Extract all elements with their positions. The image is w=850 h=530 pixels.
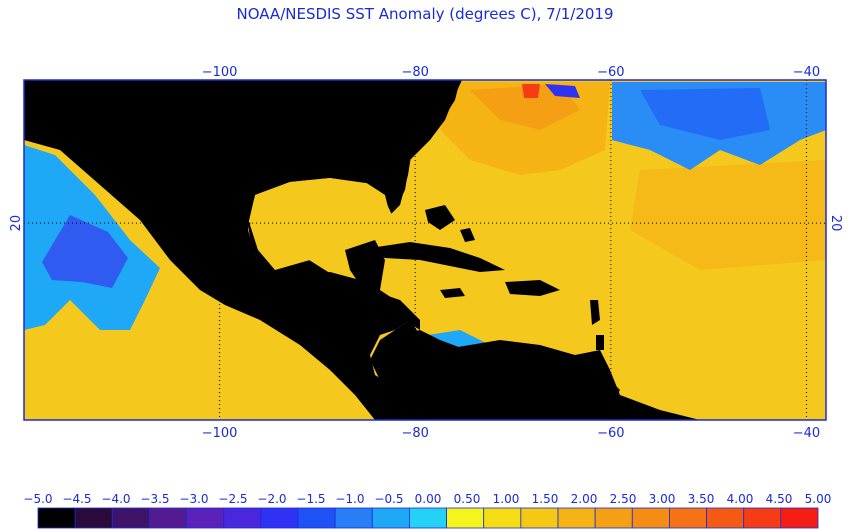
colorbar-label: −2.0 <box>257 492 286 506</box>
x-tick-label-top: −100 <box>202 65 238 80</box>
colorbar-label: 4.50 <box>766 492 793 506</box>
land-bahamas <box>425 205 475 242</box>
red-spot <box>522 84 540 98</box>
x-tick-label-top: −40 <box>793 65 820 80</box>
ocean-pacific <box>24 140 375 420</box>
colorbar-swatch <box>446 507 485 529</box>
x-ticks-top: −100 −80 −60 −40 <box>202 65 820 80</box>
colorbar-label: −4.0 <box>101 492 130 506</box>
map-grid <box>24 80 826 420</box>
colorbar-label: 4.00 <box>727 492 754 506</box>
colorbar-label: 1.50 <box>532 492 559 506</box>
land-yucatan <box>345 240 385 290</box>
colorbar-swatch <box>186 507 225 529</box>
map-title: NOAA/NESDIS SST Anomaly (degrees C), 7/1… <box>236 5 614 23</box>
x-tick-label-bottom: −80 <box>402 426 429 441</box>
deep-blue-spot <box>545 84 580 98</box>
x-tick-label-bottom: −60 <box>597 426 624 441</box>
colorbar-label: 2.00 <box>571 492 598 506</box>
x-ticks-bottom: −100 −80 −60 −40 <box>202 426 820 441</box>
colorbar-swatch <box>520 507 559 529</box>
x-tick-label-bottom: −40 <box>793 426 820 441</box>
colorbar-swatch <box>74 507 113 529</box>
colorbar-label: 5.00 <box>805 492 832 506</box>
colorbar-label: 2.50 <box>610 492 637 506</box>
colorbar-swatch <box>334 507 373 529</box>
land-hispaniola <box>505 280 560 296</box>
colorbar-label: −3.5 <box>140 492 169 506</box>
colorbar-swatch <box>743 507 782 529</box>
colorbar-label: −1.5 <box>296 492 325 506</box>
cool-anomaly-northeast-core <box>640 88 770 140</box>
ocean-gulf-of-mexico <box>250 178 392 270</box>
colorbar-swatch <box>706 507 745 529</box>
colorbar-label: 0.50 <box>454 492 481 506</box>
colorbar: −5.0 −4.5 −4.0 −3.5 −3.0 −2.5 −2.0 −1.5 −1.0 −0.5… <box>23 492 832 529</box>
colorbar-label: −3.0 <box>179 492 208 506</box>
colorbar-swatch <box>260 507 299 529</box>
map-frame <box>23 79 827 421</box>
land-jamaica <box>440 288 465 298</box>
colorbar-swatch <box>669 507 707 529</box>
warm-anomaly-east <box>630 160 826 270</box>
colorbar-label: 3.50 <box>688 492 715 506</box>
colorbar-swatch <box>37 507 76 529</box>
x-tick-label-top: −80 <box>402 65 429 80</box>
colorbar-label: 1.00 <box>493 492 520 506</box>
colorbar-swatch <box>409 507 447 529</box>
y-tick-label-left: 20 <box>9 215 24 232</box>
land-cuba <box>370 242 505 272</box>
colorbar-label: −0.5 <box>374 492 403 506</box>
x-tick-label-top: −60 <box>597 65 624 80</box>
cool-anomaly-pacific-core-2 <box>42 215 128 288</box>
y-tick-label-right: 20 <box>828 215 843 232</box>
colorbar-swatch <box>223 507 262 529</box>
colorbar-swatch <box>297 507 336 529</box>
hot-anomaly-north <box>470 84 580 130</box>
colorbar-label: −4.5 <box>62 492 91 506</box>
colorbar-swatch <box>594 507 633 529</box>
colorbar-swatch <box>557 507 596 529</box>
colorbar-label: −1.0 <box>335 492 364 506</box>
colorbar-swatch <box>111 507 150 529</box>
x-tick-label-bottom: −100 <box>202 426 238 441</box>
colorbar-label: −5.0 <box>23 492 52 506</box>
colorbar-swatch <box>371 507 410 529</box>
colorbar-swatch <box>149 507 187 529</box>
colorbar-label: −2.5 <box>218 492 247 506</box>
colorbar-label: 3.00 <box>649 492 676 506</box>
colorbar-swatch <box>780 507 819 529</box>
colorbar-swatch <box>483 507 522 529</box>
y-ticks: 20 20 <box>9 215 843 232</box>
land-south-america <box>380 320 700 420</box>
colorbar-swatch <box>631 507 670 529</box>
colorbar-label: 0.00 <box>415 492 442 506</box>
land-lesser-antilles <box>590 300 604 350</box>
